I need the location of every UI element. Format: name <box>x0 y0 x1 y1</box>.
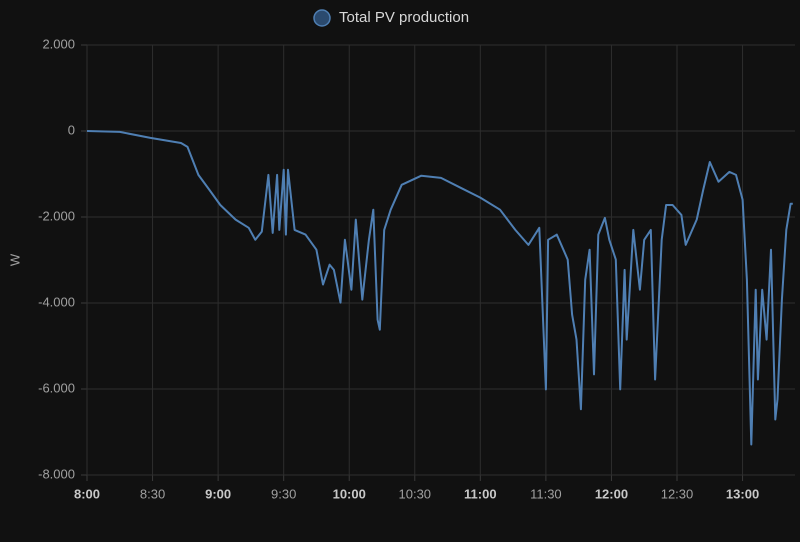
x-tick-label: 13:00 <box>726 486 759 501</box>
x-tick-label: 8:00 <box>74 486 100 501</box>
x-tick-label: 10:30 <box>399 486 432 501</box>
y-tick-label: -4.000 <box>38 294 75 309</box>
x-tick-label: 11:00 <box>464 486 497 501</box>
x-tick-label: 9:00 <box>205 486 231 501</box>
line-series <box>86 130 793 446</box>
x-tick-label: 8:30 <box>140 486 165 501</box>
x-tick-label: 10:00 <box>333 486 366 501</box>
y-tick-label: -6.000 <box>38 380 75 395</box>
legend-marker[interactable] <box>313 9 331 27</box>
y-tick-label: 2.000 <box>42 36 75 51</box>
y-axis-label: W <box>7 253 22 266</box>
x-tick-label: 9:30 <box>271 486 296 501</box>
y-tick-label: 0 <box>68 122 75 137</box>
x-tick-label: 12:30 <box>661 486 694 501</box>
y-tick-label: -8.000 <box>38 466 75 481</box>
legend-label[interactable]: Total PV production <box>339 9 469 26</box>
y-tick-label: -2.000 <box>38 208 75 223</box>
x-tick-label: 12:00 <box>595 486 628 501</box>
x-tick-label: 11:30 <box>530 486 562 501</box>
